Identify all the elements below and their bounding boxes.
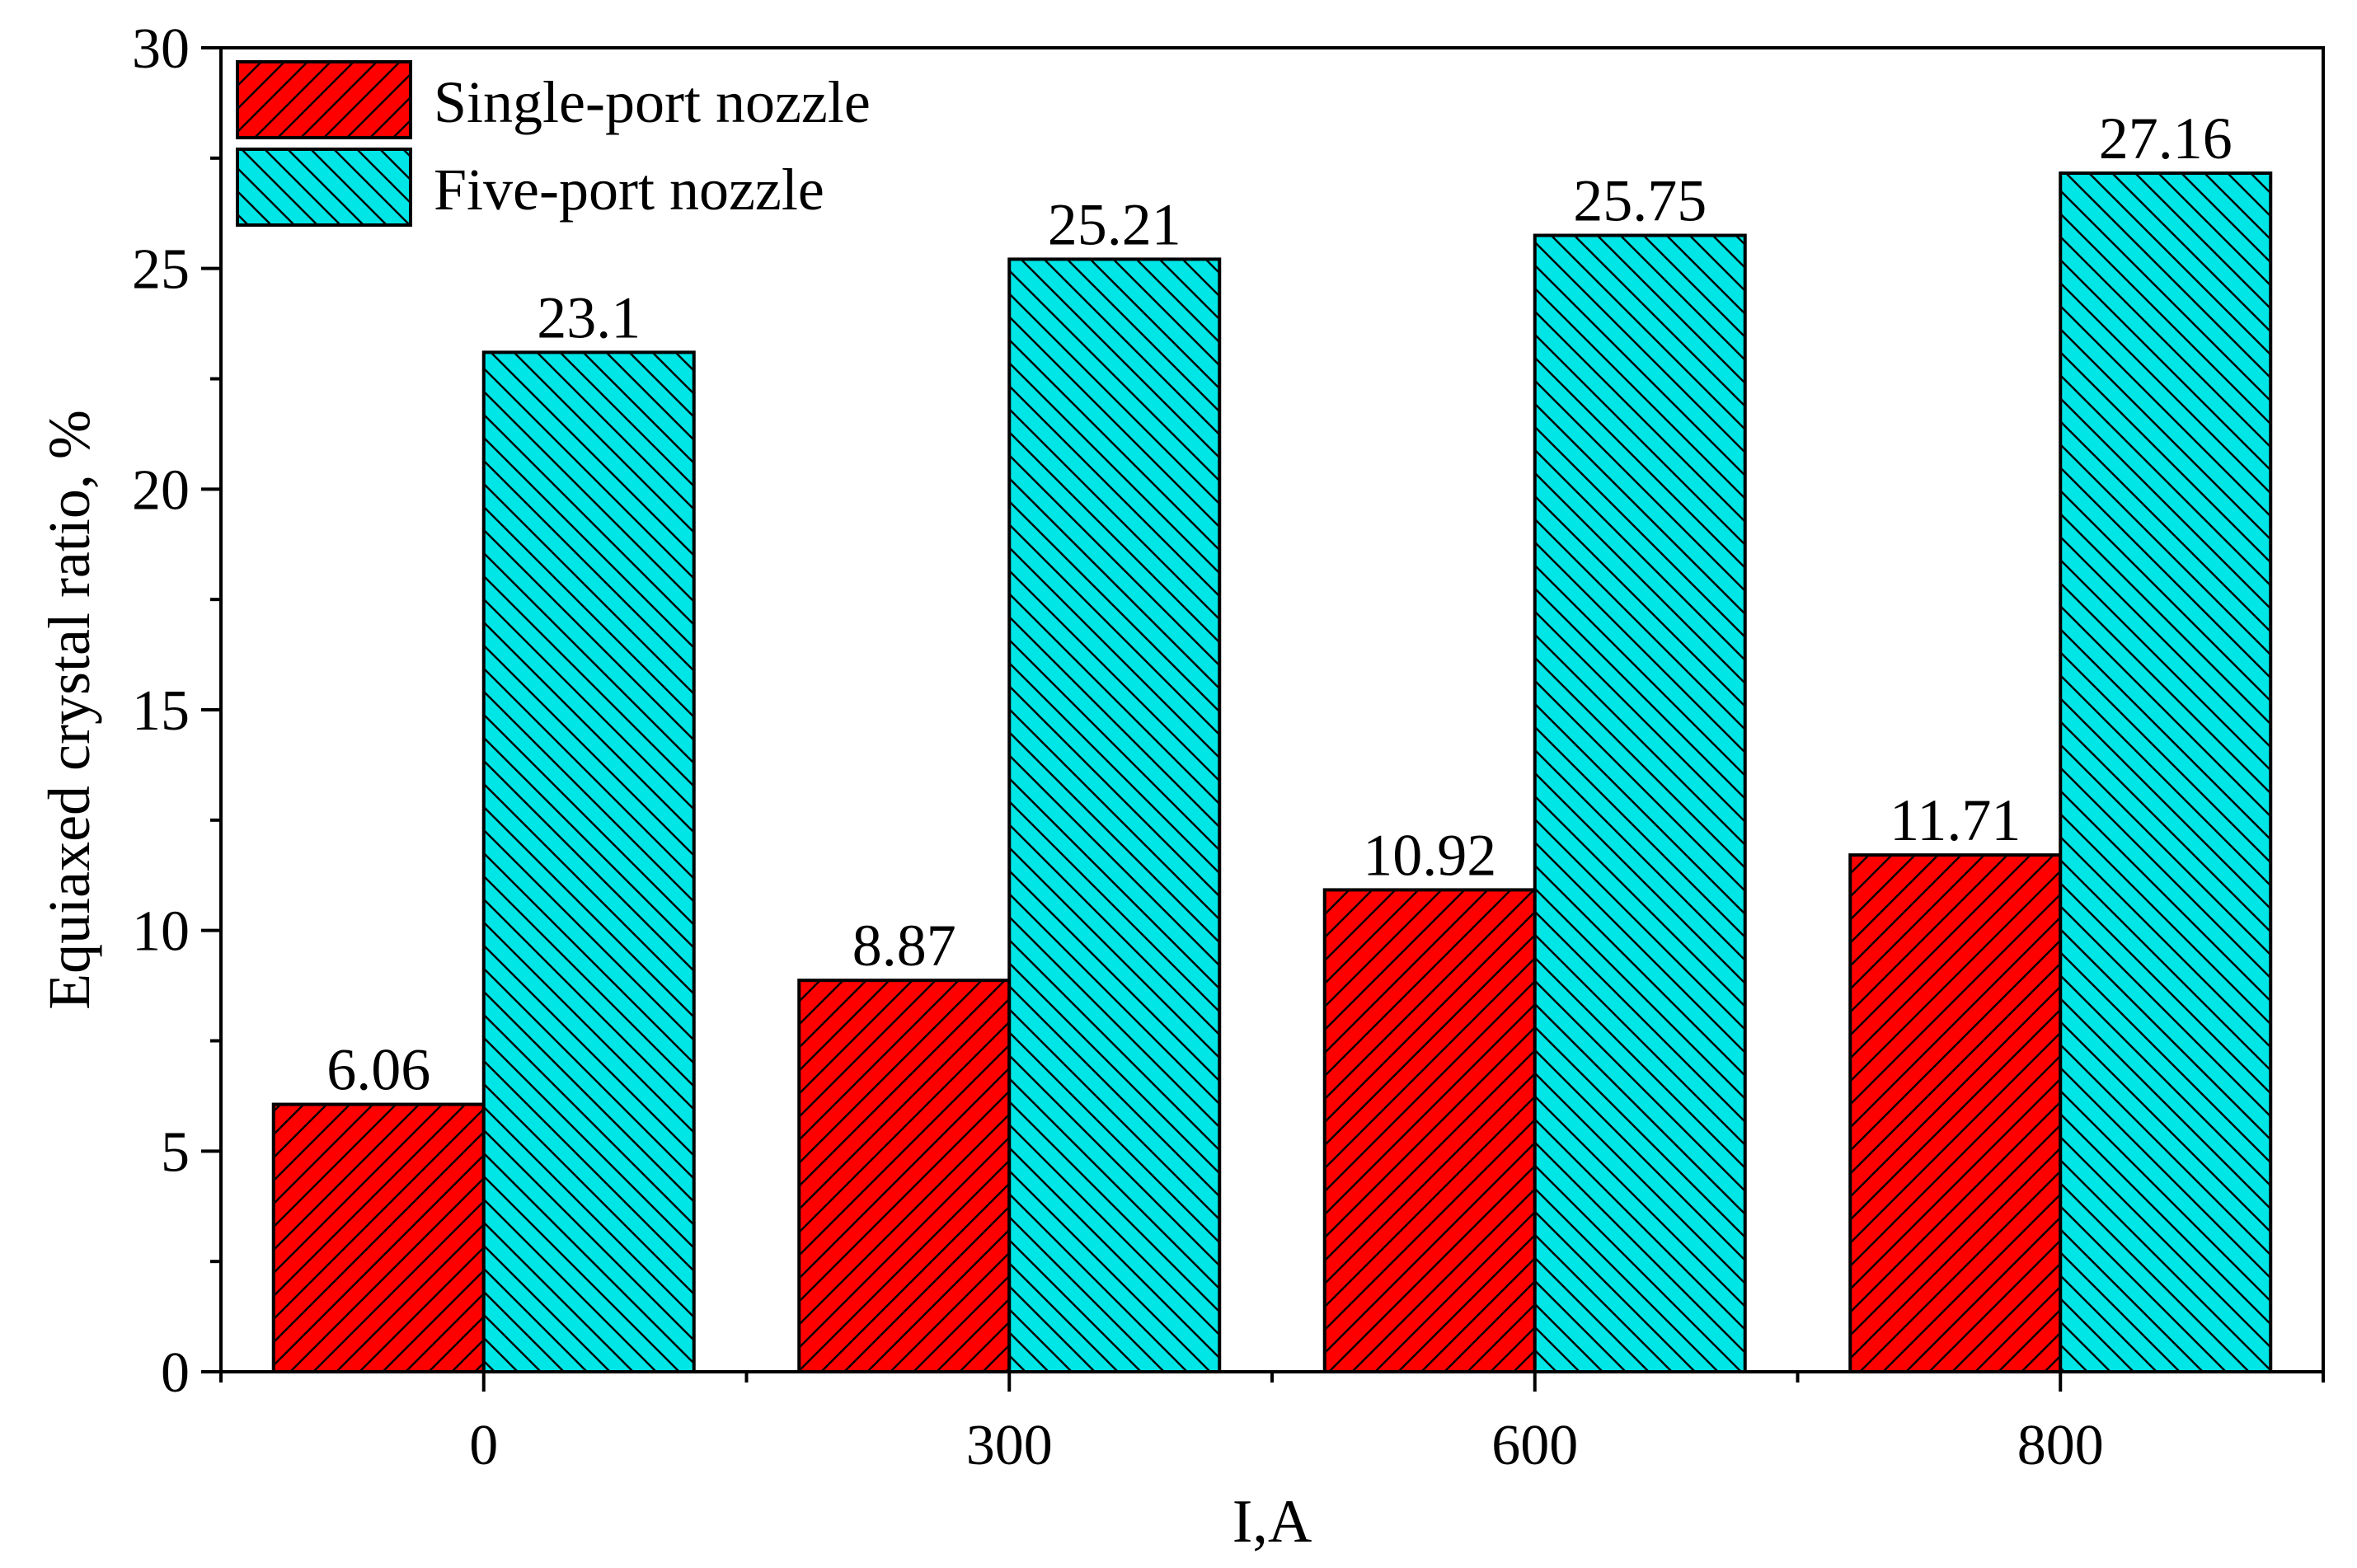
y-tick-label: 10	[132, 900, 190, 964]
bar-single-port-nozzle-600	[1322, 888, 1537, 1373]
x-tick-label: 800	[2017, 1414, 2104, 1477]
bar-five-port-nozzle-600	[1533, 233, 1747, 1373]
bar-single-port-nozzle-300	[797, 979, 1012, 1373]
bar-five-port-nozzle-300	[1007, 257, 1222, 1373]
bar-single-port-nozzle-800	[1848, 853, 2063, 1373]
legend-swatch-five-port	[236, 148, 412, 227]
y-axis-label: Equiaxed crystal ratio, %	[36, 410, 102, 1010]
y-tick-label: 25	[132, 238, 190, 302]
value-label-five-port-nozzle-800: 27.16	[2099, 106, 2233, 171]
value-label-five-port-nozzle-300: 25.21	[1048, 191, 1181, 257]
bar-five-port-nozzle-0	[481, 350, 696, 1373]
value-label-five-port-nozzle-600: 25.75	[1573, 168, 1707, 234]
value-label-single-port-nozzle-800: 11.71	[1890, 787, 2021, 853]
x-axis-label: I,A	[1232, 1488, 1312, 1556]
value-label-five-port-nozzle-0: 23.1	[537, 284, 641, 350]
x-axis: 0 300 600 800	[219, 1372, 2325, 1477]
value-labels-group: 6.06 23.1 8.87 25.21 10.92 25.75 11.71 27.16	[326, 106, 2233, 1103]
legend-swatch-single-port	[236, 60, 412, 139]
legend-label-five-port: Five-port nozzle	[434, 157, 824, 223]
bars-group	[271, 171, 2273, 1373]
value-label-single-port-nozzle-600: 10.92	[1363, 822, 1496, 888]
x-tick-label: 0	[469, 1414, 498, 1477]
bar-five-port-nozzle-800	[2059, 171, 2273, 1373]
legend-label-single-port: Single-port nozzle	[434, 69, 871, 135]
y-tick-label: 20	[132, 458, 190, 522]
legend: Single-port nozzle Five-port nozzle	[236, 60, 871, 227]
y-tick-label: 15	[132, 679, 190, 743]
value-label-single-port-nozzle-0: 6.06	[326, 1037, 430, 1103]
x-tick-label: 600	[1491, 1414, 1578, 1477]
y-tick-label: 30	[132, 17, 190, 81]
y-axis: 0 5 10 15 20 25 30	[132, 17, 221, 1405]
y-tick-label: 5	[161, 1120, 190, 1184]
value-label-single-port-nozzle-300: 8.87	[852, 913, 956, 979]
y-tick-label: 0	[161, 1341, 190, 1405]
bar-single-port-nozzle-0	[271, 1102, 486, 1373]
x-tick-label: 300	[966, 1414, 1053, 1477]
